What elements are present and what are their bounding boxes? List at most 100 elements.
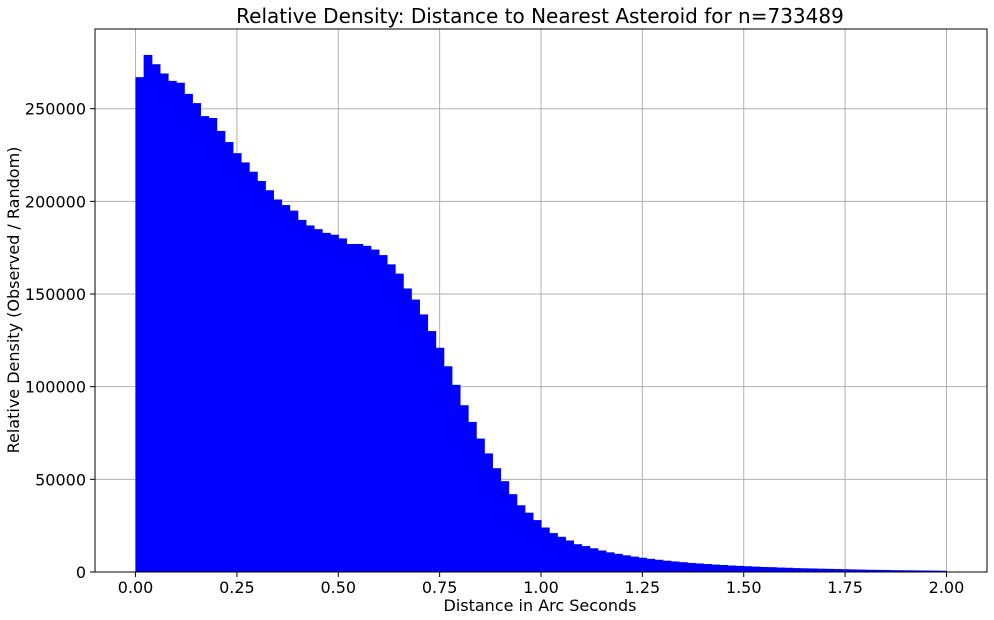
- histogram-bar: [232, 153, 242, 572]
- histogram-bar: [857, 569, 866, 572]
- x-tick-label: 1.00: [523, 578, 559, 597]
- histogram-bar: [403, 288, 412, 572]
- y-axis-label: Relative Density (Observed / Random): [4, 147, 23, 454]
- histogram-bar: [889, 570, 899, 572]
- histogram-bar: [662, 560, 672, 572]
- histogram-bar: [751, 566, 761, 572]
- histogram-bar: [808, 568, 818, 572]
- histogram-bar: [938, 570, 948, 572]
- histogram-bar: [224, 142, 234, 572]
- histogram-bar: [200, 116, 210, 572]
- histogram-bar: [613, 553, 623, 572]
- histogram-bar: [597, 550, 607, 572]
- histogram-bar: [686, 562, 696, 572]
- histogram-bar: [581, 546, 591, 572]
- x-tick-label: 1.25: [625, 578, 661, 597]
- histogram-bar: [654, 559, 664, 572]
- histogram-bar: [784, 567, 793, 572]
- histogram-bar: [622, 555, 631, 572]
- histogram-bar: [735, 565, 745, 572]
- histogram-bar: [135, 77, 145, 573]
- histogram-bar: [905, 570, 915, 572]
- x-tick-label: 0.00: [118, 578, 154, 597]
- histogram-bar: [257, 180, 266, 572]
- histogram-bar: [630, 556, 639, 572]
- histogram-bar: [419, 314, 429, 572]
- histogram-bar: [346, 243, 356, 572]
- histogram-bar: [759, 566, 769, 572]
- histogram-bar: [541, 527, 550, 572]
- histogram-bar: [881, 569, 891, 572]
- x-tick-label: 0.50: [320, 578, 356, 597]
- y-tick-label: 200000: [25, 192, 86, 211]
- histogram-bar: [849, 569, 858, 572]
- histogram-bar: [427, 331, 437, 572]
- histogram-bar: [484, 453, 493, 572]
- histogram-bar: [605, 552, 615, 572]
- histogram-bar: [151, 64, 161, 572]
- histogram-bar: [792, 568, 802, 572]
- histogram-bar: [678, 562, 688, 572]
- histogram-bar: [330, 234, 339, 572]
- histogram-bar: [516, 505, 526, 572]
- histogram-bar: [768, 567, 777, 572]
- x-tick-label: 2.00: [929, 578, 965, 597]
- histogram-bar: [922, 570, 931, 572]
- x-axis-label: Distance in Arc Seconds: [444, 596, 637, 615]
- histogram-bar: [565, 540, 575, 572]
- histogram-bar: [873, 569, 883, 572]
- x-axis-ticks: 0.00 0.25 0.50 0.75 1.00 1.25 1.50 1.75 2.00: [118, 572, 965, 597]
- histogram-bar: [281, 205, 291, 572]
- histogram-bar: [322, 232, 331, 572]
- histogram-bar: [240, 162, 250, 572]
- y-tick-label: 150000: [25, 285, 86, 304]
- y-axis-ticks: 0 50000 100000 150000 200000 250000: [25, 100, 95, 582]
- histogram-bar: [841, 569, 850, 572]
- histogram-bar: [476, 438, 485, 572]
- histogram-bar: [443, 366, 453, 572]
- histogram-bar: [914, 570, 923, 572]
- histogram-bar: [395, 273, 404, 572]
- histogram-bar: [865, 569, 875, 572]
- histogram-bar: [727, 565, 737, 572]
- histogram-bar: [167, 80, 177, 573]
- y-tick-label: 250000: [25, 100, 86, 119]
- histogram-bar: [524, 512, 534, 572]
- histogram-bar: [143, 54, 153, 573]
- histogram-bar: [208, 117, 218, 573]
- histogram-bar: [557, 536, 566, 572]
- histogram-bar: [176, 82, 185, 573]
- histogram-bar: [411, 299, 420, 572]
- histogram-bar: [824, 568, 834, 572]
- histogram-bar: [435, 347, 445, 572]
- histogram-bar: [703, 564, 712, 572]
- histogram-bar: [354, 243, 364, 572]
- x-tick-label: 0.75: [422, 578, 458, 597]
- histogram-bar: [589, 548, 599, 572]
- histogram-bar: [800, 568, 810, 572]
- histogram-bar: [305, 225, 315, 573]
- histogram-bar: [776, 567, 785, 572]
- histogram-bar: [265, 190, 274, 572]
- histogram-bar: [289, 210, 299, 573]
- histogram-bar: [370, 249, 380, 573]
- histogram-bar: [459, 405, 469, 572]
- histogram-bar: [451, 384, 461, 572]
- histogram-bar: [573, 544, 583, 572]
- histogram-bar: [549, 533, 558, 572]
- histogram-bar: [159, 73, 169, 572]
- histogram-bar: [192, 103, 202, 572]
- x-tick-label: 1.50: [726, 578, 762, 597]
- histogram-bar: [646, 558, 656, 572]
- x-tick-label: 1.75: [827, 578, 863, 597]
- y-tick-label: 100000: [25, 378, 86, 397]
- histogram-bar: [670, 561, 680, 572]
- histogram-bars: [135, 54, 948, 573]
- histogram-bar: [508, 494, 518, 572]
- histogram-bar: [500, 481, 510, 572]
- histogram-bar: [897, 570, 907, 572]
- histogram-bar: [338, 238, 347, 572]
- histogram-bar: [743, 566, 753, 572]
- y-tick-label: 0: [76, 563, 86, 582]
